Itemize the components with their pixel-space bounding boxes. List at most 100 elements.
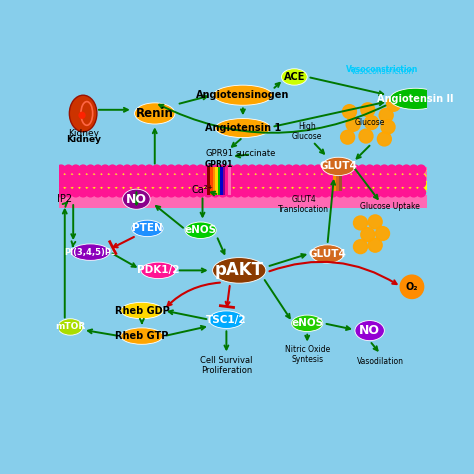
Circle shape: [86, 174, 95, 183]
Circle shape: [380, 165, 389, 174]
Circle shape: [219, 165, 227, 174]
Text: PDK1/2: PDK1/2: [137, 265, 180, 275]
Circle shape: [373, 179, 382, 188]
Circle shape: [79, 165, 88, 174]
Circle shape: [160, 165, 168, 174]
Circle shape: [189, 165, 198, 174]
Circle shape: [292, 179, 301, 188]
Text: Glucose Uptake: Glucose Uptake: [360, 202, 420, 211]
Text: GLUT4: GLUT4: [309, 249, 346, 259]
Circle shape: [79, 112, 85, 118]
Circle shape: [292, 188, 301, 197]
Circle shape: [101, 188, 109, 197]
Circle shape: [307, 179, 315, 188]
Circle shape: [137, 179, 146, 188]
Circle shape: [270, 165, 279, 174]
Circle shape: [343, 174, 352, 183]
Circle shape: [387, 188, 396, 197]
Circle shape: [174, 165, 183, 174]
Circle shape: [373, 188, 382, 197]
Circle shape: [79, 188, 88, 197]
Ellipse shape: [135, 103, 175, 124]
Circle shape: [64, 179, 73, 188]
Circle shape: [108, 188, 117, 197]
Circle shape: [152, 188, 161, 197]
Circle shape: [93, 165, 102, 174]
Circle shape: [86, 188, 95, 197]
Circle shape: [284, 165, 293, 174]
Circle shape: [79, 174, 88, 183]
Circle shape: [211, 188, 220, 197]
Circle shape: [145, 165, 154, 174]
Ellipse shape: [121, 302, 163, 319]
Text: eNOS: eNOS: [184, 225, 217, 235]
Ellipse shape: [282, 69, 307, 85]
FancyBboxPatch shape: [228, 167, 231, 195]
FancyBboxPatch shape: [226, 167, 228, 195]
Ellipse shape: [209, 311, 244, 328]
Circle shape: [417, 179, 426, 188]
Circle shape: [101, 165, 109, 174]
Text: Angiotensinogen: Angiotensinogen: [196, 90, 290, 100]
Text: Vasoconstriction: Vasoconstriction: [346, 65, 419, 74]
Circle shape: [358, 179, 367, 188]
Circle shape: [277, 165, 286, 174]
Circle shape: [123, 165, 132, 174]
Ellipse shape: [292, 315, 323, 331]
Circle shape: [379, 109, 393, 122]
Circle shape: [263, 165, 271, 174]
Circle shape: [123, 188, 132, 197]
Text: Kidney: Kidney: [65, 135, 100, 144]
Circle shape: [336, 179, 345, 188]
Circle shape: [93, 188, 102, 197]
FancyBboxPatch shape: [218, 167, 220, 195]
Circle shape: [365, 179, 374, 188]
Circle shape: [211, 165, 220, 174]
Circle shape: [368, 215, 382, 229]
Circle shape: [255, 165, 264, 174]
Circle shape: [417, 188, 426, 197]
Circle shape: [57, 165, 65, 174]
Circle shape: [248, 188, 256, 197]
Text: Renin: Renin: [136, 107, 173, 120]
Circle shape: [219, 174, 227, 183]
Circle shape: [167, 165, 176, 174]
Circle shape: [343, 188, 352, 197]
Text: Rheb GDP: Rheb GDP: [115, 306, 169, 316]
Circle shape: [189, 174, 198, 183]
Circle shape: [101, 179, 109, 188]
Text: Rheb GTP: Rheb GTP: [115, 331, 169, 341]
Ellipse shape: [213, 258, 266, 283]
Circle shape: [336, 188, 345, 197]
Circle shape: [93, 174, 102, 183]
Circle shape: [116, 179, 124, 188]
Circle shape: [314, 188, 323, 197]
Circle shape: [204, 174, 212, 183]
Circle shape: [226, 188, 235, 197]
Circle shape: [387, 97, 401, 111]
Text: PI(3,4,5)P3: PI(3,4,5)P3: [64, 247, 117, 256]
Circle shape: [240, 188, 249, 197]
Circle shape: [343, 179, 352, 188]
FancyBboxPatch shape: [220, 167, 223, 195]
Circle shape: [395, 174, 403, 183]
Circle shape: [328, 174, 337, 183]
Circle shape: [395, 165, 403, 174]
Circle shape: [380, 174, 389, 183]
Circle shape: [116, 174, 124, 183]
Circle shape: [93, 179, 102, 188]
Circle shape: [174, 179, 183, 188]
FancyBboxPatch shape: [333, 172, 336, 191]
Circle shape: [270, 174, 279, 183]
Circle shape: [277, 188, 286, 197]
Circle shape: [226, 179, 235, 188]
Circle shape: [314, 174, 323, 183]
Text: Vasoconstriction: Vasoconstriction: [351, 67, 414, 76]
Ellipse shape: [123, 189, 150, 209]
Text: O₂: O₂: [406, 282, 418, 292]
Text: GPR91: GPR91: [205, 149, 233, 158]
Circle shape: [255, 188, 264, 197]
Circle shape: [307, 165, 315, 174]
Circle shape: [116, 188, 124, 197]
Circle shape: [263, 188, 271, 197]
